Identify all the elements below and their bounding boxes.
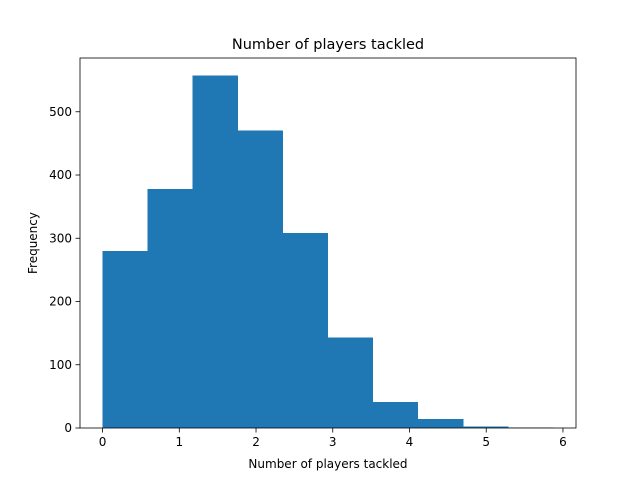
- y-tick-label-1: 100: [49, 358, 72, 372]
- y-axis-ticks: 0 100 200 300 400 500: [49, 105, 80, 435]
- x-tick-label-0: 0: [99, 435, 107, 449]
- y-tick-label-3: 300: [49, 231, 72, 245]
- x-tick-label-5: 5: [482, 435, 490, 449]
- bars-group: [102, 75, 554, 428]
- histogram-bar-6: [373, 402, 419, 428]
- y-tick-label-0: 0: [64, 421, 72, 435]
- x-tick-label-6: 6: [559, 435, 567, 449]
- x-axis-label: Number of players tackled: [248, 457, 407, 471]
- histogram-bar-7: [418, 419, 464, 428]
- y-axis-label: Frequency: [26, 212, 40, 274]
- histogram-bar-4: [282, 233, 328, 428]
- y-tick-label-5: 500: [49, 105, 72, 119]
- histogram-bar-8: [463, 426, 509, 428]
- y-tick-label-4: 400: [49, 168, 72, 182]
- histogram-bar-0: [102, 250, 148, 428]
- histogram-bar-1: [147, 188, 193, 428]
- x-tick-label-3: 3: [329, 435, 337, 449]
- plot-frame: [79, 57, 577, 429]
- x-tick-label-1: 1: [175, 435, 183, 449]
- x-axis-ticks: 0 1 2 3 4 5 6: [99, 428, 567, 449]
- x-tick-label-2: 2: [252, 435, 260, 449]
- y-tick-label-2: 200: [49, 295, 72, 309]
- histogram-bar-3: [237, 130, 283, 428]
- histogram-bar-5: [328, 337, 374, 428]
- chart-title: Number of players tackled: [232, 37, 424, 53]
- histogram-bar-2: [192, 75, 238, 428]
- x-tick-label-4: 4: [406, 435, 414, 449]
